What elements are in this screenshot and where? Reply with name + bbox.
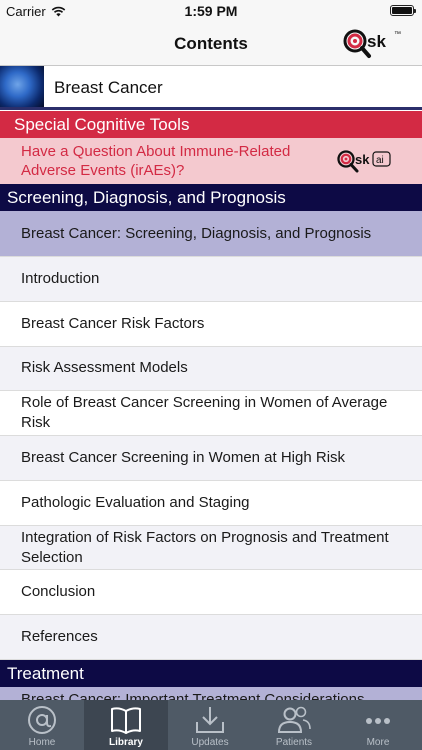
status-bar: Carrier 1:59 PM (0, 0, 422, 22)
chapter-row-pathologic-evaluation[interactable]: Pathologic Evaluation and Staging (0, 481, 422, 526)
chapter-row-high-risk-screening[interactable]: Breast Cancer Screening in Women at High… (0, 436, 422, 481)
chapter-label: Pathologic Evaluation and Staging (21, 494, 250, 511)
svg-text:sk: sk (355, 152, 370, 167)
chapter-label: Role of Breast Cancer Screening in Women… (21, 394, 388, 431)
tab-label: More (366, 737, 390, 748)
more-icon (366, 718, 390, 724)
status-time: 1:59 PM (184, 3, 238, 19)
chapter-label: Breast Cancer Risk Factors (21, 315, 205, 332)
chapter-row-conclusion[interactable]: Conclusion (0, 570, 422, 615)
ask-logo-text: sk (367, 32, 386, 51)
chapter-label: Integration of Risk Factors on Prognosis… (21, 529, 389, 566)
battery-icon (390, 5, 416, 16)
chapter-label: Conclusion (21, 583, 96, 600)
book-title: Breast Cancer (54, 78, 163, 97)
chapter-label: References (21, 628, 98, 645)
tab-label: Library (109, 737, 143, 748)
tab-patients[interactable]: Patients (252, 700, 336, 750)
chapter-label: Risk Assessment Models (21, 359, 188, 376)
book-header: Breast Cancer (0, 66, 422, 110)
irae-question-item[interactable]: Have a Question About Immune-Related Adv… (0, 138, 422, 184)
chapter-row-references[interactable]: References (0, 615, 422, 660)
ask-logo-icon: sk ™ (343, 29, 401, 58)
people-icon (277, 706, 311, 733)
chapter-row-introduction[interactable]: Introduction (0, 257, 422, 302)
book-cover-image (0, 66, 44, 107)
tab-updates[interactable]: Updates (168, 700, 252, 750)
svg-text:™: ™ (394, 31, 401, 38)
ask-ai-icon: sk ai (337, 150, 391, 173)
tab-more[interactable]: More (336, 700, 420, 750)
wifi-icon (51, 6, 65, 17)
chapter-row-risk-integration[interactable]: Integration of Risk Factors on Prognosis… (0, 526, 422, 570)
chapter-label: Breast Cancer: Screening, Diagnosis, and… (21, 225, 372, 242)
at-icon (28, 706, 56, 734)
tab-label: Updates (191, 737, 229, 748)
chapter-row-average-risk-screening[interactable]: Role of Breast Cancer Screening in Women… (0, 391, 422, 436)
nav-bar: Contents sk ™ (0, 22, 422, 66)
book-icon (111, 707, 141, 734)
section-header-treatment[interactable]: Treatment (0, 660, 422, 687)
irae-question-label: Have a Question About Immune-Related Adv… (21, 143, 291, 179)
section-header-screening[interactable]: Screening, Diagnosis, and Prognosis (0, 184, 422, 211)
chapter-label: Breast Cancer Screening in Women at High… (21, 449, 346, 466)
chapter-row-risk-factors[interactable]: Breast Cancer Risk Factors (0, 302, 422, 347)
tab-bar: Home Library Updates Patients More (0, 700, 422, 750)
ask-logo-button[interactable]: sk ™ (342, 26, 404, 67)
chapter-row-risk-models[interactable]: Risk Assessment Models (0, 347, 422, 391)
chapter-row-overview[interactable]: Breast Cancer: Screening, Diagnosis, and… (0, 211, 422, 257)
svg-text:ai: ai (376, 155, 384, 166)
tab-label: Home (28, 737, 56, 748)
chapter-label: Introduction (21, 270, 100, 287)
tools-section-header: Special Cognitive Tools (0, 111, 422, 138)
tab-home[interactable]: Home (0, 700, 84, 750)
status-left: Carrier (6, 4, 66, 19)
tab-library[interactable]: Library (84, 700, 168, 750)
download-icon (196, 707, 224, 733)
ask-ai-logo: sk ai (336, 148, 394, 181)
carrier-label: Carrier (6, 4, 46, 19)
tab-label: Patients (275, 737, 313, 748)
page-title: Contents (174, 34, 248, 53)
